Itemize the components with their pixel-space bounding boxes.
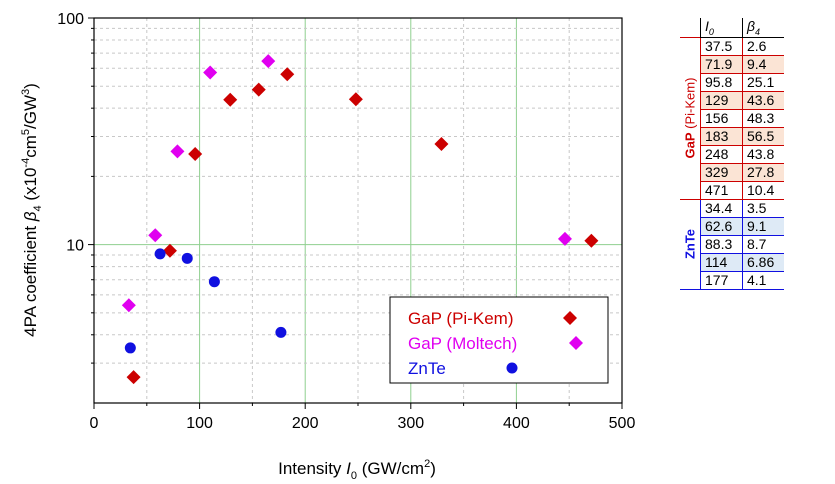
cell-beta: 10.4 — [742, 180, 784, 200]
data-point — [148, 228, 163, 243]
data-points — [121, 54, 599, 385]
y-axis-title: 4PA coefficient β4 (x10-4cm5/GW3) — [20, 83, 44, 337]
cell-beta: 48.3 — [742, 108, 784, 128]
table-corner — [680, 18, 701, 37]
legend-marker — [506, 362, 518, 374]
x-axis-title: Intensity I0 (GW/cm2) — [278, 458, 436, 482]
cell-intensity: 37.5 — [700, 36, 743, 56]
table-row: 177 4.1 — [680, 270, 784, 290]
data-point — [584, 233, 599, 248]
data-point — [121, 298, 136, 313]
data-point — [154, 248, 166, 260]
header-beta: β4 — [742, 18, 784, 38]
legend-label: GaP (Moltech) — [408, 334, 517, 353]
table-row: 183 56.5 — [680, 126, 784, 146]
cell-intensity: 34.4 — [700, 198, 743, 218]
cell-beta: 43.8 — [742, 144, 784, 164]
x-tick-label: 300 — [397, 415, 424, 432]
cell-beta: 43.6 — [742, 90, 784, 110]
cell-beta: 9.1 — [742, 216, 784, 236]
legend-label: ZnTe — [408, 359, 446, 378]
scatter-chart: 0 100 200 300 400 500 10 100 Intensity I0 (GW/c… — [20, 11, 635, 482]
cell-intensity: 248 — [700, 144, 743, 164]
legend: GaP (Pi-Kem) GaP (Moltech) ZnTe — [389, 296, 609, 384]
data-point — [170, 144, 185, 159]
data-point — [275, 326, 287, 338]
data-point — [434, 136, 449, 151]
x-tick-label: 500 — [609, 415, 636, 432]
legend-marker — [569, 336, 583, 350]
data-point — [223, 92, 238, 107]
group-name: ZnTe — [682, 229, 698, 260]
table-row: 129 43.6 — [680, 90, 784, 110]
table-row: 156 48.3 — [680, 108, 784, 128]
data-point — [126, 370, 141, 385]
cell-intensity: 183 — [700, 126, 743, 146]
cell-beta: 9.4 — [742, 54, 784, 74]
table-header-row: I0 β4 — [680, 18, 784, 38]
data-point — [280, 67, 295, 82]
cell-intensity: 329 — [700, 162, 743, 182]
table-group-label: GaP (Pi-Kem) — [680, 36, 701, 200]
cell-intensity: 62.6 — [700, 216, 743, 236]
y-tick-label: 10 — [66, 238, 84, 255]
table-row: 88.3 8.7 — [680, 234, 784, 254]
y-tick-label: 100 — [57, 11, 84, 28]
cell-beta: 2.6 — [742, 36, 784, 56]
cell-intensity: 129 — [700, 90, 743, 110]
table-row: 114 6.86 — [680, 252, 784, 272]
cell-beta: 8.7 — [742, 234, 784, 254]
cell-beta: 27.8 — [742, 162, 784, 182]
cell-intensity: 95.8 — [700, 72, 743, 92]
cell-intensity: 114 — [700, 252, 743, 272]
data-point — [261, 54, 276, 69]
table-row: ZnTe 34.4 3.5 — [680, 198, 784, 290]
group-sample: (Pi-Kem) — [682, 77, 698, 133]
legend-label: GaP (Pi-Kem) — [408, 309, 514, 328]
data-point — [251, 82, 266, 97]
cell-intensity: 71.9 — [700, 54, 743, 74]
cell-intensity: 88.3 — [700, 234, 743, 254]
table-row: 71.9 9.4 — [680, 54, 784, 74]
data-table: I0 β4 GaP (Pi-Kem) 37.5 2.6 71.9 9.4 95.8 25.1… — [680, 18, 784, 290]
data-point — [348, 92, 363, 107]
x-tick-label: 400 — [503, 415, 530, 432]
group-name: GaP — [682, 132, 698, 159]
x-tick-label: 0 — [90, 415, 99, 432]
cell-beta: 25.1 — [742, 72, 784, 92]
data-point — [124, 342, 136, 354]
data-point — [181, 252, 193, 264]
cell-beta: 56.5 — [742, 126, 784, 146]
legend-marker — [563, 311, 577, 325]
data-point — [188, 147, 203, 162]
table-row: 62.6 9.1 — [680, 216, 784, 236]
data-point — [557, 231, 572, 246]
table-row: 95.8 25.1 — [680, 72, 784, 92]
data-point — [162, 243, 177, 258]
legend-box — [389, 296, 609, 384]
table-group-label: ZnTe — [680, 198, 701, 290]
x-tick-label: 200 — [292, 415, 319, 432]
cell-beta: 6.86 — [742, 252, 784, 272]
data-point — [203, 65, 218, 80]
cell-intensity: 471 — [700, 180, 743, 200]
cell-intensity: 177 — [700, 270, 743, 290]
cell-beta: 3.5 — [742, 198, 784, 218]
cell-intensity: 156 — [700, 108, 743, 128]
axis-ticks: 0 100 200 300 400 500 10 100 — [57, 11, 635, 432]
table-row: 329 27.8 — [680, 162, 784, 182]
table-row: 248 43.8 — [680, 144, 784, 164]
cell-beta: 4.1 — [742, 270, 784, 290]
table-row: GaP (Pi-Kem) 37.5 2.6 — [680, 36, 784, 200]
data-point — [208, 276, 220, 288]
x-tick-label: 100 — [186, 415, 213, 432]
header-intensity: I0 — [700, 18, 743, 38]
